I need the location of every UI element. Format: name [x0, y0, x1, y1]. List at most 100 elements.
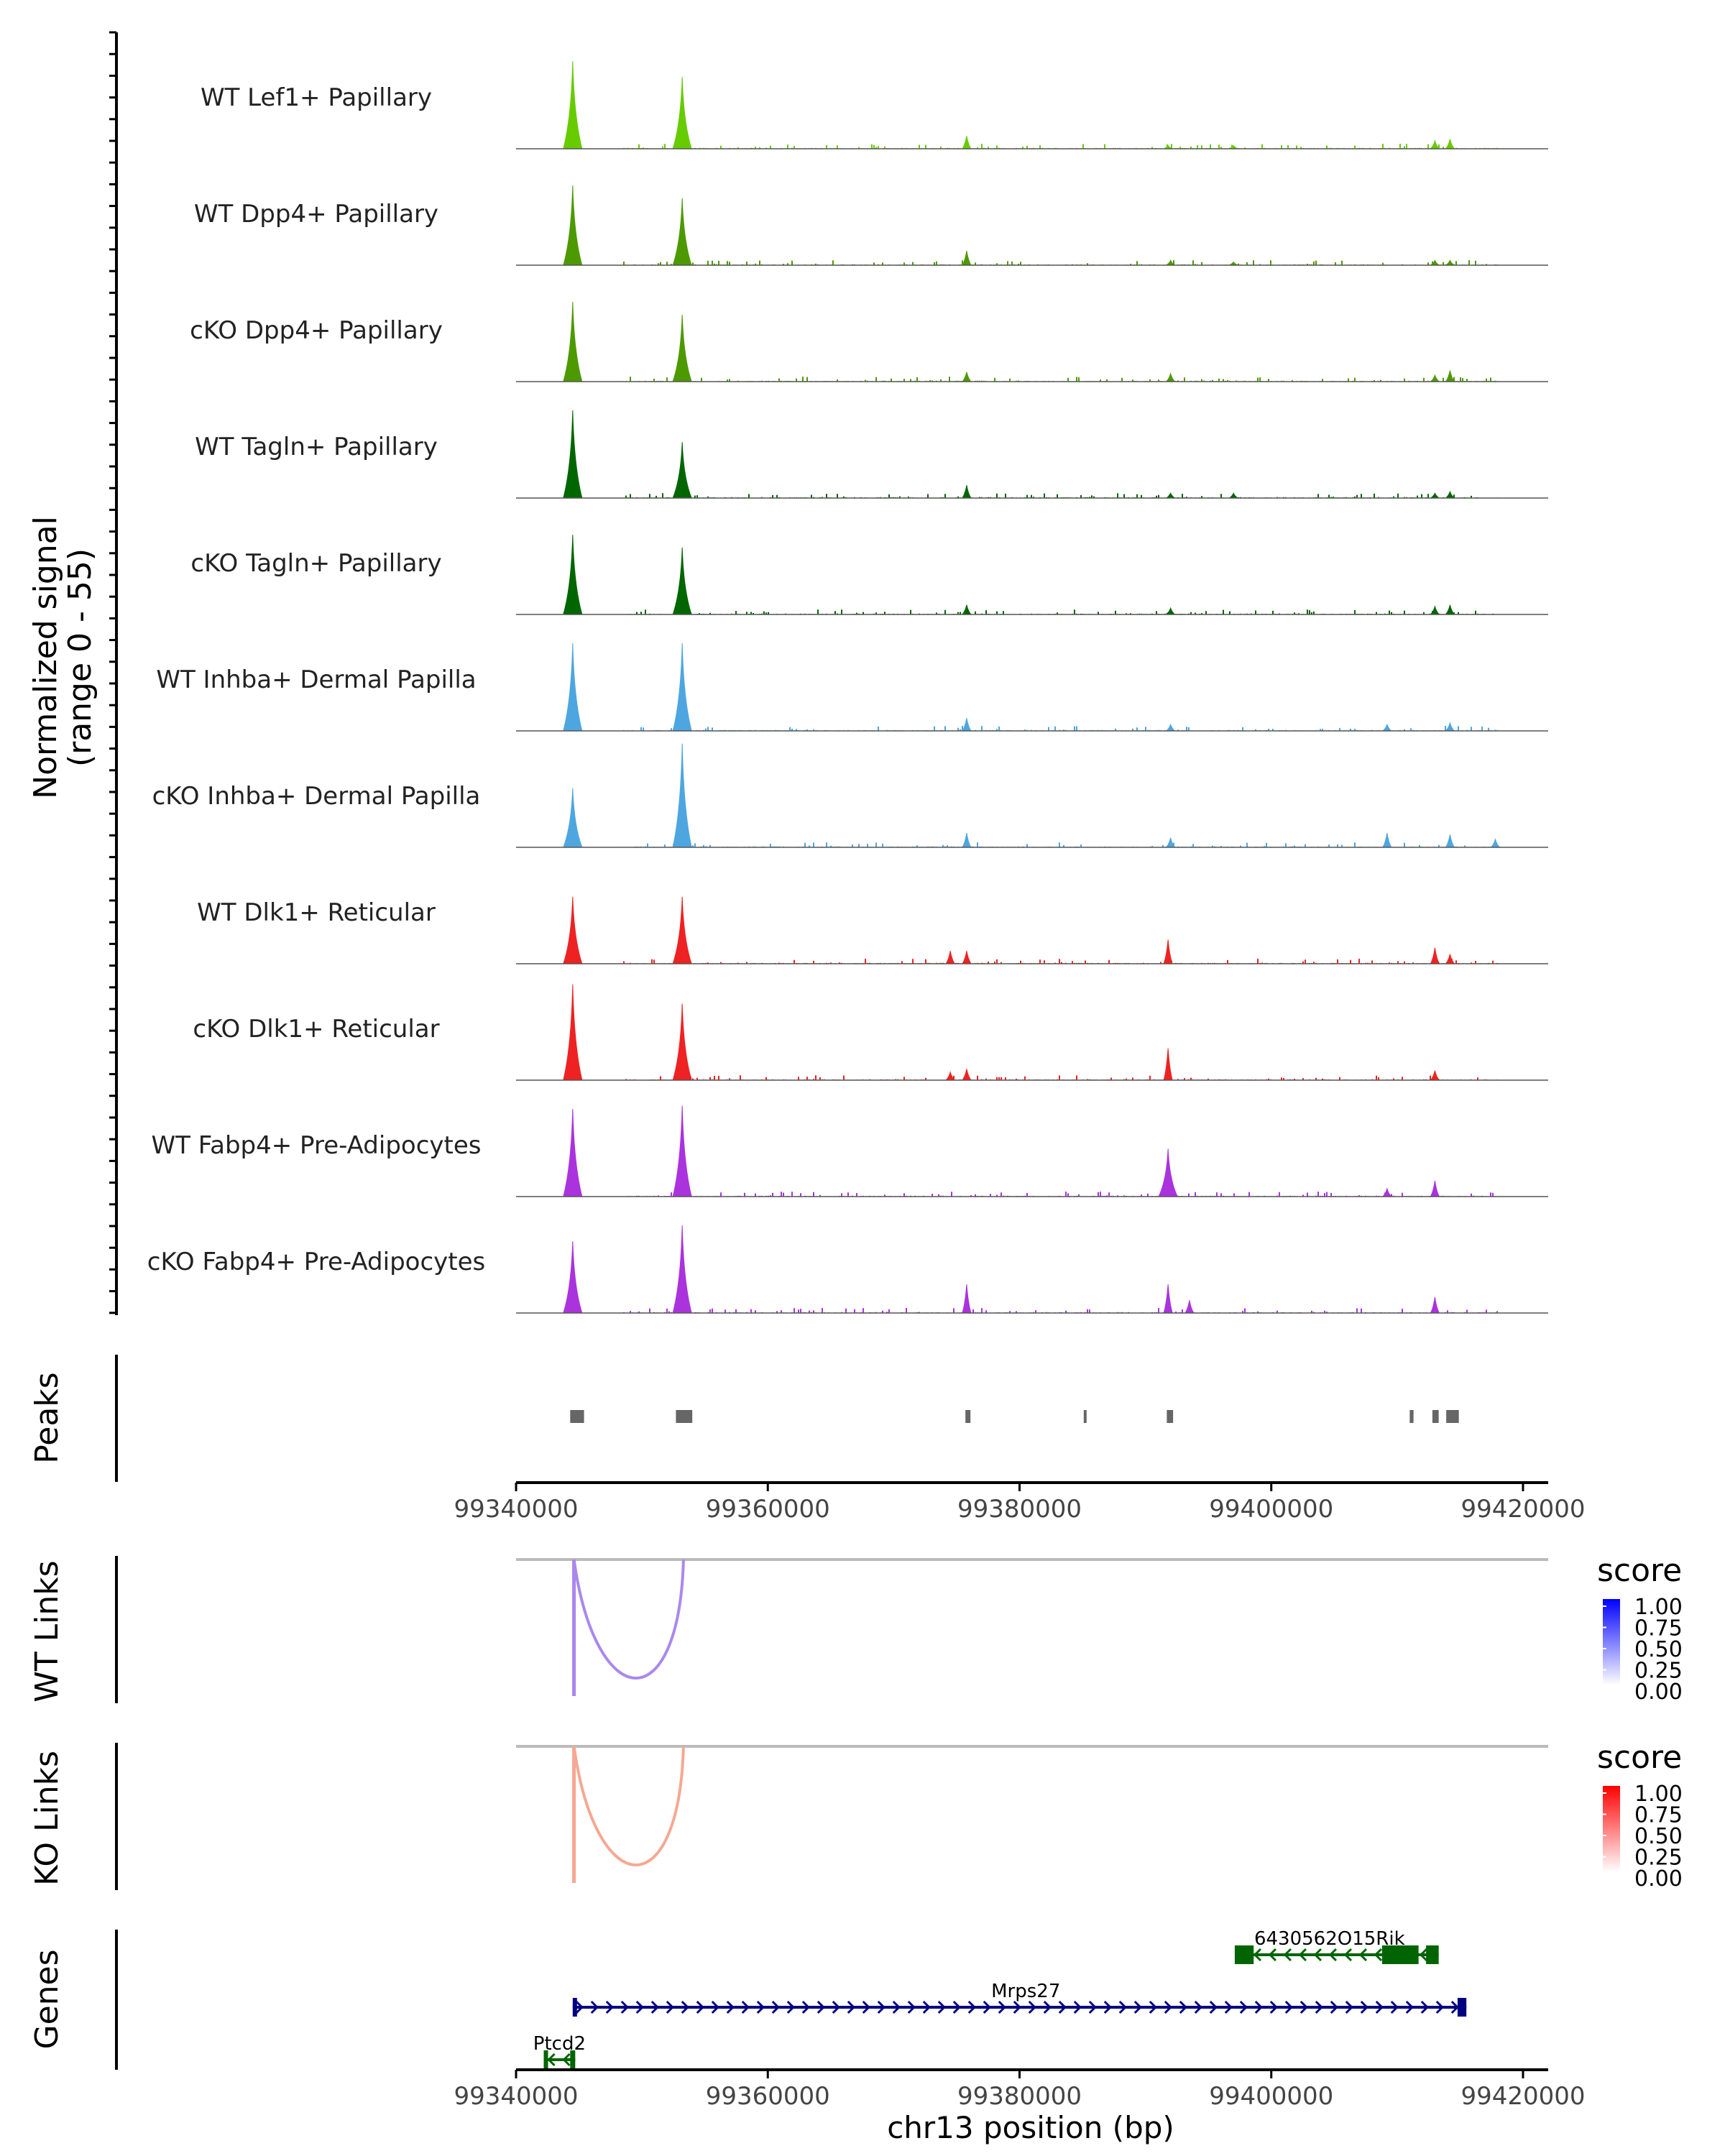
peak-region [676, 1410, 693, 1423]
signal-peak [1445, 834, 1455, 848]
coverage-track: WT Inhba+ Dermal Papilla [156, 642, 1548, 732]
coverage-track: cKO Dlk1+ Reticular [193, 984, 1548, 1081]
signal-peak [962, 1284, 972, 1314]
signal-peak [962, 485, 972, 499]
signal-peak [1430, 947, 1440, 964]
signal-peak [961, 1069, 972, 1081]
signal-peak [1429, 492, 1441, 499]
signal-peak [1165, 372, 1176, 382]
peak-region [1446, 1410, 1459, 1423]
gene-exon [1426, 1945, 1439, 1964]
gene: 6430562O15Rik [1234, 1928, 1439, 1964]
peak-region [1083, 1410, 1087, 1423]
signal-peak [945, 951, 956, 964]
signal-peak [672, 442, 692, 499]
link-track: KO Links score 1.000.750.500.250.00 [29, 1739, 1683, 1892]
legend-tick-label: 0.75 [1634, 1616, 1683, 1641]
legend-tick-label: 0.00 [1634, 1866, 1683, 1892]
peak-region [965, 1410, 971, 1423]
signal-peak [1430, 1070, 1440, 1081]
x-tick-label: 99420000 [1460, 1495, 1585, 1524]
track-label: cKO Dlk1+ Reticular [193, 1015, 439, 1044]
signal-peak [672, 743, 692, 848]
peak-region [1409, 1410, 1414, 1423]
signal-peak [563, 1241, 583, 1314]
signal-noise [623, 959, 1498, 964]
x-axis-label: chr13 position (bp) [887, 2110, 1174, 2145]
signal-peak [961, 604, 972, 615]
signal-peak [672, 896, 692, 964]
link-track: WT Links score 1.000.750.500.250.00 [29, 1552, 1683, 1705]
signal-peak [1381, 723, 1393, 732]
legend-colorbar [1603, 1599, 1620, 1685]
signal-peak [1430, 1296, 1440, 1314]
signal-peak [563, 788, 583, 848]
track-label: cKO Fabp4+ Pre-Adipocytes [147, 1248, 486, 1276]
coverage-track: WT Dlk1+ Reticular [197, 896, 1548, 964]
signal-noise [623, 842, 1491, 847]
peaks-track-label: Peaks [29, 1372, 65, 1463]
signal-peak [962, 136, 972, 149]
legend-colorbar [1603, 1786, 1620, 1872]
track-label: WT Dpp4+ Papillary [194, 200, 438, 229]
signal-peak [672, 1003, 692, 1081]
signal-peak [962, 832, 972, 848]
signal-peak [1445, 370, 1455, 382]
gene: Ptcd2 [533, 2033, 586, 2069]
legend-title: score [1597, 1552, 1682, 1589]
coverage-track: WT Dpp4+ Papillary [194, 185, 1548, 266]
signal-peak [1429, 259, 1441, 266]
signal-peak [563, 410, 583, 499]
genes-track: Genes 6430562O15Rik Mrps27 Ptcd2 [29, 1928, 1467, 2070]
x-tick-label: 99360000 [706, 1495, 830, 1524]
signal-peak [1165, 607, 1177, 615]
link-arc [572, 1746, 685, 1866]
legend-tick-label: 0.50 [1634, 1824, 1683, 1849]
signal-peak [1163, 1284, 1173, 1314]
signal-peak [1164, 492, 1177, 499]
signal-peak [1158, 1148, 1178, 1197]
link-arc [572, 1559, 685, 1680]
track-label: cKO Inhba+ Dermal Papilla [152, 782, 481, 811]
signal-peak [672, 314, 692, 382]
x-axis-top: 99340000 99360000 99380000 99400000 99420000 [454, 1481, 1586, 1524]
track-label: WT Dlk1+ Reticular [197, 898, 436, 927]
signal-peak [672, 198, 692, 266]
coverage-track: WT Tagln+ Papillary [195, 410, 1548, 499]
signal-peak [1184, 1300, 1195, 1314]
signal-peak [1165, 837, 1176, 848]
gene-exon [572, 1998, 577, 2017]
signal-peak [563, 302, 583, 382]
signal-peak [1165, 723, 1177, 732]
gene-name: Ptcd2 [533, 2033, 586, 2055]
signal-peak [1444, 259, 1456, 266]
signal-peak [1163, 1048, 1173, 1081]
legend-tick-label: 0.50 [1634, 1637, 1683, 1662]
x-tick-label: 99400000 [1209, 1495, 1333, 1524]
x-tick-label: 99380000 [957, 2082, 1082, 2111]
coverage-tracks: WT Lef1+ Papillary WT Dpp4+ Papillary cKO … [109, 31, 1548, 1315]
signal-peak [1445, 604, 1455, 615]
link-track-label: WT Links [29, 1560, 65, 1702]
signal-peak [1444, 490, 1455, 499]
signal-noise [623, 144, 1498, 149]
coverage-track: cKO Inhba+ Dermal Papilla [152, 743, 1548, 848]
genes-track-label: Genes [29, 1949, 65, 2049]
signal-peak [944, 1071, 956, 1081]
signal-peak [1445, 954, 1455, 964]
signal-peak [672, 1225, 692, 1314]
legend-tick-label: 1.00 [1634, 1782, 1683, 1807]
track-label: cKO Dpp4+ Papillary [190, 316, 443, 345]
signal-peak [1490, 838, 1501, 848]
signal-peak [563, 642, 583, 732]
signal-peak [672, 642, 692, 732]
signal-peak [563, 1108, 583, 1197]
signal-noise [623, 377, 1498, 382]
x-tick-label: 99360000 [706, 2082, 830, 2111]
signal-peak [1429, 374, 1440, 382]
signal-peak [1228, 492, 1240, 499]
signal-noise [630, 609, 1494, 614]
signal-peak [1445, 139, 1455, 149]
